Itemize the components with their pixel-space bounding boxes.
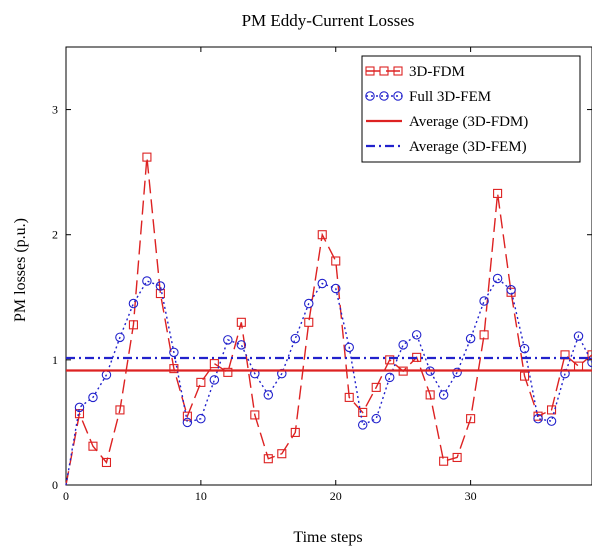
data-point-circle	[155, 281, 166, 291]
x-tick-label: 0	[63, 489, 69, 503]
data-point-square	[236, 317, 246, 327]
data-point-circle	[317, 278, 328, 289]
data-point-square	[88, 441, 98, 451]
data-point-square	[290, 427, 300, 437]
data-point-square	[439, 456, 449, 466]
data-point-circle	[209, 375, 220, 385]
data-point-circle	[465, 333, 476, 344]
data-point-square	[546, 405, 557, 415]
legend-marker-circle	[365, 91, 375, 101]
data-point-square	[115, 405, 125, 415]
data-point-circle	[384, 372, 395, 383]
data-point-square	[169, 364, 179, 374]
series-line-1	[65, 277, 592, 486]
legend-label: 3D-FDM	[409, 64, 465, 80]
plot-area: 0 10 20 30 0 1 2 3	[52, 46, 592, 503]
data-point-circle	[371, 413, 381, 424]
chart-title: PM Eddy-Current Losses	[242, 11, 415, 30]
data-point-circle	[533, 413, 543, 424]
legend-marker-square	[379, 66, 389, 76]
data-point-circle	[398, 340, 408, 350]
data-point-circle	[290, 333, 301, 344]
data-point-circle	[411, 330, 422, 340]
x-tick-label: 10	[195, 489, 207, 503]
data-point-circle	[506, 285, 516, 295]
data-point-circle	[74, 402, 85, 413]
data-point-circle	[196, 413, 206, 424]
data-point-circle	[492, 273, 503, 284]
data-point-square	[344, 392, 354, 402]
data-point-circle	[88, 392, 98, 403]
data-point-circle	[263, 390, 274, 400]
data-point-square	[385, 355, 395, 365]
legend-marker-circle	[393, 91, 403, 101]
data-point-circle	[115, 332, 125, 343]
data-point-circle	[438, 390, 449, 400]
data-point-circle	[519, 343, 530, 354]
data-point-circle	[479, 296, 489, 306]
legend-marker-square	[393, 66, 403, 76]
series-line-0	[65, 157, 592, 486]
data-point-circle	[223, 335, 233, 345]
data-point-circle	[330, 283, 341, 294]
x-axis-label: Time steps	[293, 529, 362, 546]
y-tick-label: 1	[52, 353, 58, 367]
data-point-circle	[573, 331, 584, 341]
data-point-square	[128, 320, 138, 330]
data-point-square	[358, 407, 368, 417]
data-point-circle	[182, 417, 193, 428]
data-point-square	[317, 230, 327, 240]
data-point-square	[250, 410, 260, 420]
legend-marker-circle	[379, 91, 389, 101]
y-tick-label: 0	[52, 478, 58, 492]
y-axis-label: PM losses (p.u.)	[12, 218, 29, 322]
data-point-square	[304, 317, 314, 327]
data-point-square	[425, 390, 435, 400]
data-point-square	[142, 152, 152, 162]
data-point-circle	[236, 340, 247, 350]
legend-box	[361, 55, 581, 163]
data-point-circle	[344, 342, 354, 353]
data-point-circle	[169, 347, 179, 358]
data-point-square	[479, 330, 489, 340]
data-point-square	[263, 454, 273, 464]
data-point-circle	[128, 298, 139, 309]
y-tick-label: 2	[52, 228, 58, 242]
data-point-square	[196, 377, 206, 387]
data-point-square	[223, 367, 233, 377]
data-point-circle	[546, 416, 557, 426]
data-point-square	[331, 256, 341, 266]
legend-label: Average (3D-FDM)	[409, 114, 528, 130]
y-tick-label: 3	[52, 103, 58, 117]
data-point-square	[452, 452, 462, 463]
data-point-square	[466, 414, 476, 424]
data-point-square	[277, 449, 287, 459]
data-point-square	[371, 382, 381, 392]
x-tick-label: 20	[330, 489, 342, 503]
data-point-square	[209, 359, 219, 369]
data-point-circle	[304, 298, 314, 309]
legend-marker-square	[365, 66, 375, 76]
data-point-circle	[452, 367, 462, 378]
data-point-circle	[357, 420, 368, 430]
data-point-square	[520, 371, 530, 381]
legend: 3D-FDM Full 3D-FEM Average (3D-FDM) Average…	[361, 55, 581, 163]
data-point-square	[155, 288, 165, 299]
data-point-circle	[142, 276, 152, 286]
data-point-square	[493, 188, 503, 198]
data-point-square	[101, 457, 112, 468]
x-tick-label: 30	[465, 489, 477, 503]
legend-label: Full 3D-FEM	[409, 89, 491, 105]
plot-frame	[65, 46, 592, 486]
legend-label: Average (3D-FEM)	[409, 139, 527, 155]
data-point-square	[587, 350, 592, 360]
